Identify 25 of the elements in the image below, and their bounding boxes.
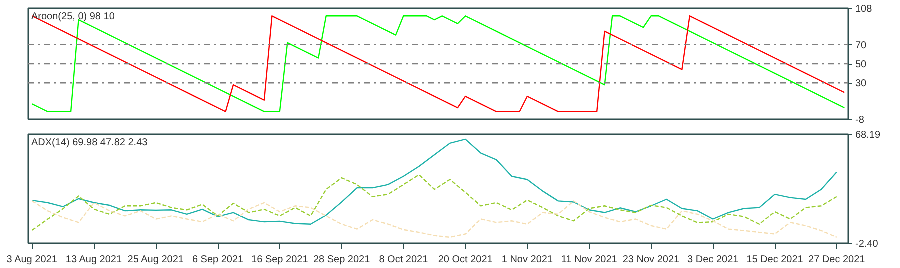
x-tick-label: 27 Dec 2021 [808, 254, 866, 266]
y-tick-label: 68.19 [856, 130, 881, 141]
y-tick-label: -2.40 [856, 239, 879, 250]
x-tick-label: 20 Oct 2021 [438, 254, 494, 266]
x-tick-label: 16 Sep 2021 [252, 254, 309, 266]
y-tick-label: 70 [856, 40, 868, 52]
chart-title: ADX(14) 69.98 47.82 2.43 [32, 138, 148, 148]
x-tick-label: 1 Nov 2021 [502, 254, 554, 266]
x-tick-label: 28 Sep 2021 [313, 254, 371, 266]
x-tick-label: 3 Aug 2021 [6, 254, 58, 266]
line-series [32, 138, 838, 225]
line-series [32, 200, 838, 238]
x-tick-label: 3 Dec 2021 [688, 254, 740, 266]
x-tick-label: 25 Aug 2021 [128, 254, 184, 266]
x-tick-label: 23 Nov 2021 [622, 254, 680, 266]
x-tick-label: 6 Sep 2021 [192, 254, 244, 266]
y-tick-label: 50 [856, 60, 868, 70]
x-tick-label: 13 Aug 2021 [66, 254, 122, 266]
y-tick-label: -8 [856, 115, 865, 126]
line-series [32, 174, 838, 231]
x-tick-label: 11 Nov 2021 [561, 254, 618, 266]
y-tick-label: 30 [856, 78, 868, 90]
y-tick-label: 108 [856, 4, 873, 15]
x-tick-label: 15 Dec 2021 [746, 254, 804, 266]
x-tick-label: 8 Oct 2021 [379, 254, 429, 266]
